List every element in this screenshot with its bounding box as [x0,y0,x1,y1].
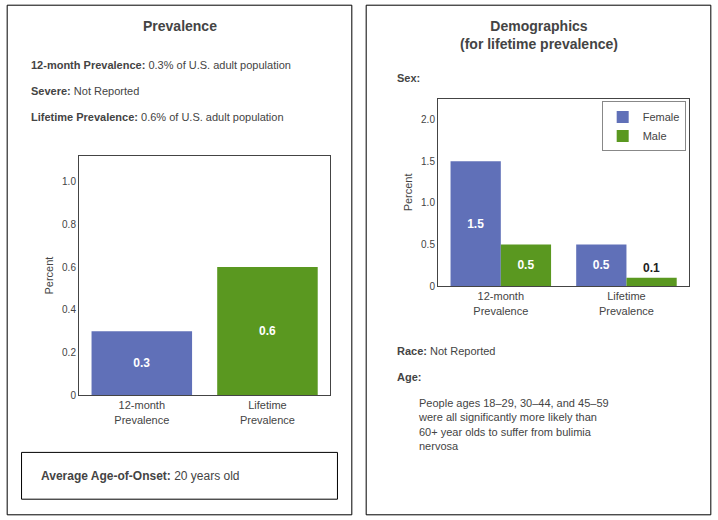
svg-text:Lifetime Prevalence: 0.6% of U: Lifetime Prevalence: 0.6% of U.S. adult … [31,111,284,123]
svg-text:0.6: 0.6 [62,262,76,273]
svg-text:Age:: Age: [397,371,421,383]
svg-text:1.0: 1.0 [62,176,76,187]
svg-text:People ages 18–29, 30–44, and: People ages 18–29, 30–44, and 45–59were … [418,397,609,452]
svg-text:0.8: 0.8 [62,219,76,230]
svg-text:0.6: 0.6 [259,324,276,338]
svg-text:0.3: 0.3 [133,356,150,370]
svg-text:0.4: 0.4 [62,304,76,315]
svg-text:Demographics(for lifetime prev: Demographics(for lifetime prevalence) [460,18,618,52]
svg-text:12-month Prevalence: 0.3% of U: 12-month Prevalence: 0.3% of U.S. adult … [31,59,291,71]
svg-text:1.0: 1.0 [421,197,435,208]
svg-text:Female: Female [643,111,680,123]
svg-text:0.5: 0.5 [593,258,610,272]
svg-text:Percent: Percent [43,257,55,295]
svg-text:0.5: 0.5 [421,239,435,250]
svg-text:0: 0 [70,390,76,401]
svg-text:LifetimePrevalence: LifetimePrevalence [599,290,654,316]
svg-text:0.1: 0.1 [643,261,660,275]
svg-text:0: 0 [429,281,435,292]
svg-text:12-monthPrevalence: 12-monthPrevalence [473,290,528,316]
svg-text:0.2: 0.2 [62,347,76,358]
svg-text:Average Age-of-Onset: 20 years: Average Age-of-Onset: 20 years old [41,469,240,483]
svg-text:12-monthPrevalence: 12-monthPrevalence [114,399,169,425]
svg-text:Prevalence: Prevalence [143,18,217,34]
svg-text:Percent: Percent [402,173,414,211]
svg-text:Male: Male [643,130,667,142]
svg-text:LifetimePrevalence: LifetimePrevalence [240,399,295,425]
svg-text:Sex:: Sex: [397,72,420,84]
svg-text:1.5: 1.5 [421,156,435,167]
svg-text:2.0: 2.0 [421,114,435,125]
svg-text:0.5: 0.5 [517,258,534,272]
svg-text:1.5: 1.5 [467,217,484,231]
svg-text:Race: Not Reported: Race: Not Reported [397,345,495,357]
svg-text:Severe: Not Reported: Severe: Not Reported [31,85,139,97]
